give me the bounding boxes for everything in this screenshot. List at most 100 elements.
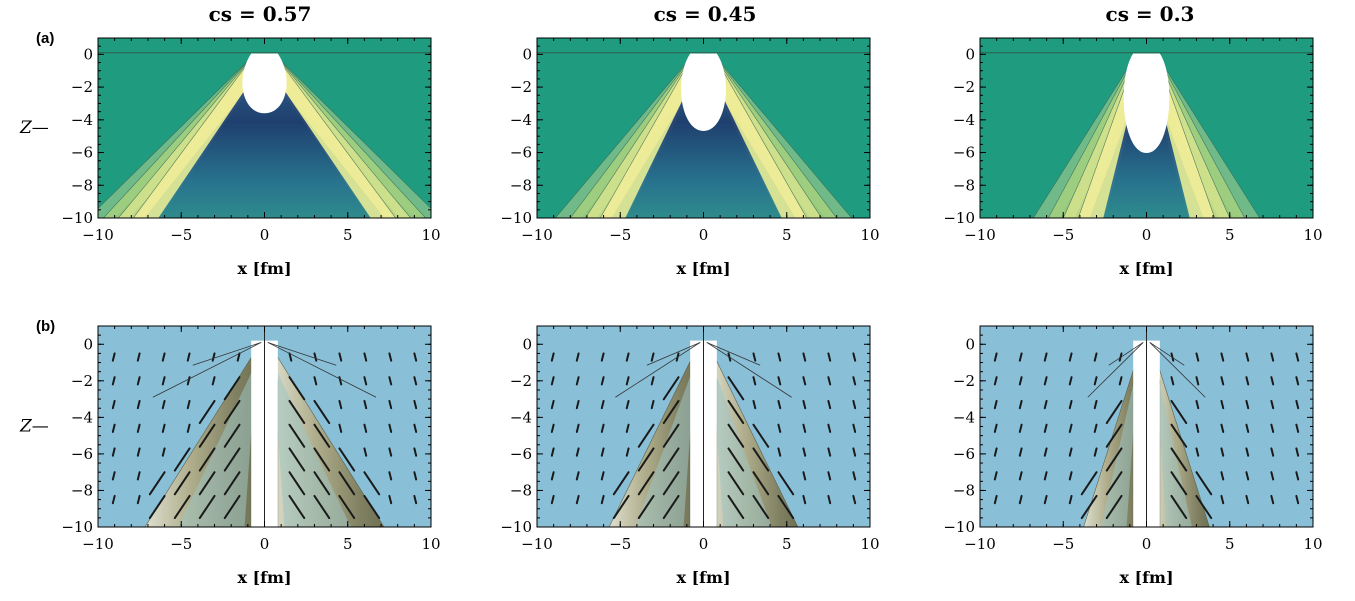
wing-inner — [1101, 362, 1139, 527]
flow-arrow — [993, 494, 998, 505]
flow-arrow — [575, 494, 580, 505]
source-head — [242, 53, 287, 114]
flow-arrow — [1043, 447, 1048, 457]
flow-arrow — [1195, 471, 1213, 496]
flow-arrow — [777, 376, 782, 386]
flow-arrow — [288, 376, 306, 401]
flow-arrow — [550, 376, 555, 386]
y-tick-label: −8 — [71, 481, 93, 499]
flow-ray — [192, 342, 262, 366]
x-tick-label: 0 — [1142, 535, 1152, 553]
flow-arrow — [1018, 376, 1023, 386]
flow-arrow — [993, 352, 998, 362]
x-axis-label: x [fm] — [1119, 259, 1173, 278]
y-tick-label: −10 — [500, 209, 532, 227]
flow-arrow — [600, 447, 605, 457]
flow-arrow — [1270, 447, 1275, 457]
flow-arrow — [1195, 423, 1200, 433]
y-tick-label: −6 — [953, 445, 975, 463]
flow-arrow — [1220, 447, 1225, 457]
flow-arrow — [148, 494, 166, 520]
x-tick-label: 5 — [1225, 535, 1235, 553]
flow-arrow — [827, 352, 832, 362]
y-tick-label: −2 — [953, 78, 975, 96]
panel-a-3: −10 −5 0 5 10 0 −2 −4 −6 −8 −10 x [fm] — [943, 37, 1323, 278]
flow-arrow — [111, 447, 116, 457]
flow-ray — [152, 342, 262, 398]
wing-inner — [711, 362, 772, 527]
flow-arrow — [288, 423, 306, 448]
flow-arrow — [1295, 352, 1300, 362]
flow-arrow — [388, 376, 393, 386]
y-tick-label: −4 — [510, 111, 532, 129]
flow-arrow — [727, 494, 745, 520]
flow-arrow — [777, 399, 782, 410]
flow-arrow — [852, 471, 857, 481]
x-tick-label: −10 — [82, 535, 114, 553]
flow-arrow — [1068, 447, 1073, 457]
x-tick-label: 10 — [1303, 535, 1322, 553]
y-tick-label: 0 — [522, 335, 532, 353]
flow-arrow — [111, 399, 116, 410]
y-tick-label: 0 — [965, 335, 975, 353]
y-tick-label: −6 — [71, 445, 93, 463]
flow-ray — [1108, 342, 1144, 366]
flow-arrow — [1105, 423, 1123, 448]
flow-arrow — [173, 494, 191, 520]
x-tick-label: 5 — [343, 535, 353, 553]
flow-arrow — [1068, 352, 1073, 362]
flow-arrow — [1195, 352, 1200, 362]
flow-arrow — [1080, 494, 1098, 520]
flow-arrow — [1195, 376, 1200, 386]
flow-arrow — [993, 376, 998, 386]
flow-arrow — [338, 447, 356, 472]
flow-arrow — [338, 423, 343, 433]
flow-arrow — [650, 376, 655, 386]
flow-arrow — [625, 352, 630, 362]
flow-arrow — [148, 471, 166, 496]
y-tick-label: −10 — [943, 518, 975, 536]
y-tick-label: −8 — [510, 481, 532, 499]
flow-arrow — [662, 399, 680, 425]
flow-arrow — [802, 376, 807, 386]
flow-arrow — [575, 399, 580, 410]
flow-arrow — [852, 352, 857, 362]
flow-arrow — [388, 471, 393, 481]
y-tick-label: −8 — [510, 176, 532, 194]
flow-arrow — [625, 447, 630, 457]
flow-arrow — [1105, 494, 1123, 520]
flow-arrow — [1105, 447, 1123, 472]
y-tick-label: −8 — [953, 176, 975, 194]
panel-b-1: −10 −5 0 5 10 0 −2 −4 −6 −8 −10 x [fm] Z— — [19, 325, 441, 587]
flow-arrow — [1295, 471, 1300, 481]
x-tick-label: 10 — [421, 535, 440, 553]
flow-arrow — [313, 494, 331, 520]
flow-ray — [1149, 342, 1206, 398]
x-tick-label: 5 — [782, 226, 792, 244]
flow-arrow — [136, 399, 141, 410]
wing-inner — [635, 362, 696, 527]
flow-arrow — [575, 423, 580, 433]
flow-arrow — [111, 471, 116, 481]
flow-arrow — [1018, 471, 1023, 481]
x-axis-label: x [fm] — [676, 568, 730, 587]
flow-arrow — [727, 376, 745, 401]
title-cs-03: cs = 0.3 — [1105, 2, 1195, 26]
y-tick-label: −2 — [71, 78, 93, 96]
flow-arrow — [827, 376, 832, 386]
flow-arrow — [575, 352, 580, 362]
flow-arrow — [363, 471, 381, 496]
y-tick-label: 0 — [83, 335, 93, 353]
flow-arrow — [637, 471, 655, 496]
x-tick-label: −10 — [521, 535, 553, 553]
flow-arrow — [802, 471, 807, 481]
x-tick-label: 5 — [782, 535, 792, 553]
flow-arrow — [1105, 471, 1123, 496]
x-tick-label: −10 — [82, 226, 114, 244]
flow-arrow — [223, 423, 241, 448]
flow-arrow — [625, 399, 630, 410]
flow-arrow — [1245, 423, 1250, 433]
x-axis-label: x [fm] — [237, 259, 291, 278]
flow-arrow — [1043, 423, 1048, 433]
flow-arrow — [752, 376, 757, 386]
